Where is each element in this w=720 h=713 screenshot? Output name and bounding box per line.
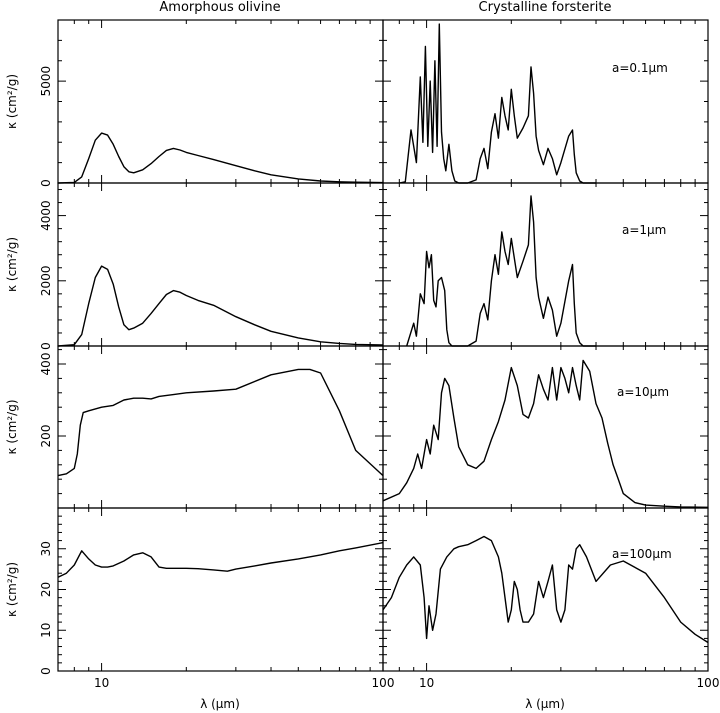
panel-row2-left: 0 2000 4000 κ (cm²/g) — [5, 182, 384, 350]
opacity-curve — [57, 541, 384, 578]
y-axis-label: κ (cm²/g) — [5, 237, 19, 292]
opacity-curve — [382, 359, 709, 508]
y-tick-label: 2000 — [39, 266, 53, 297]
panel-frame — [382, 345, 709, 509]
y-tick-label: 10 — [39, 623, 53, 638]
x-tick-label: 100 — [372, 676, 395, 690]
panel-row2-right — [382, 182, 709, 347]
x-tick-label: 10 — [419, 676, 434, 690]
column-title-right: Crystalline forsterite — [479, 0, 612, 15]
y-tick-label: 20 — [39, 582, 53, 597]
x-axis-label-left: λ (μm) — [200, 697, 240, 711]
y-axis-label: κ (cm²/g) — [5, 399, 19, 454]
opacity-curve — [57, 132, 384, 184]
y-axis-label: κ (cm²/g) — [5, 74, 19, 129]
panel-row3-left: 200 400 κ (cm²/g) — [5, 345, 384, 509]
grain-size-label-4: a=100μm — [612, 547, 672, 561]
y-tick-label: 5000 — [39, 66, 53, 97]
panel-row1-left: 0 5000 κ (cm²/g) — [5, 19, 384, 187]
opacity-curve — [399, 23, 596, 184]
y-axis-label: κ (cm²/g) — [5, 562, 19, 617]
y-tick-label: 400 — [39, 353, 53, 376]
opacity-curve — [57, 368, 384, 477]
panel-frame — [57, 19, 384, 184]
column-title-left: Amorphous olivine — [159, 0, 280, 15]
x-axis-label-right: λ (μm) — [525, 697, 565, 711]
y-tick-label: 0 — [39, 667, 53, 675]
x-tick-label: 10 — [94, 676, 109, 690]
grain-size-label-2: a=1μm — [622, 223, 666, 237]
panel-row3-right — [382, 345, 709, 509]
panel-frame — [57, 507, 384, 672]
panel-row1-right — [382, 19, 709, 184]
opacity-curve — [406, 195, 596, 347]
y-tick-label: 200 — [39, 425, 53, 448]
panel-frame — [57, 345, 384, 509]
y-tick-label: 30 — [39, 541, 53, 556]
grain-size-label-3: a=10μm — [617, 385, 669, 399]
grain-size-label-1: a=0.1μm — [612, 61, 668, 75]
opacity-curve — [57, 265, 384, 347]
y-tick-label: 0 — [39, 179, 53, 187]
y-tick-label: 4000 — [39, 200, 53, 231]
y-tick-label: 0 — [39, 342, 53, 350]
opacity-curve — [382, 535, 709, 644]
panel-frame — [57, 182, 384, 347]
panel-row4-left: 10 100 0 10 20 30 κ (cm²/g) — [5, 507, 395, 690]
panel-row4-right: 10 100 — [382, 507, 720, 690]
x-tick-label: 100 — [697, 676, 720, 690]
